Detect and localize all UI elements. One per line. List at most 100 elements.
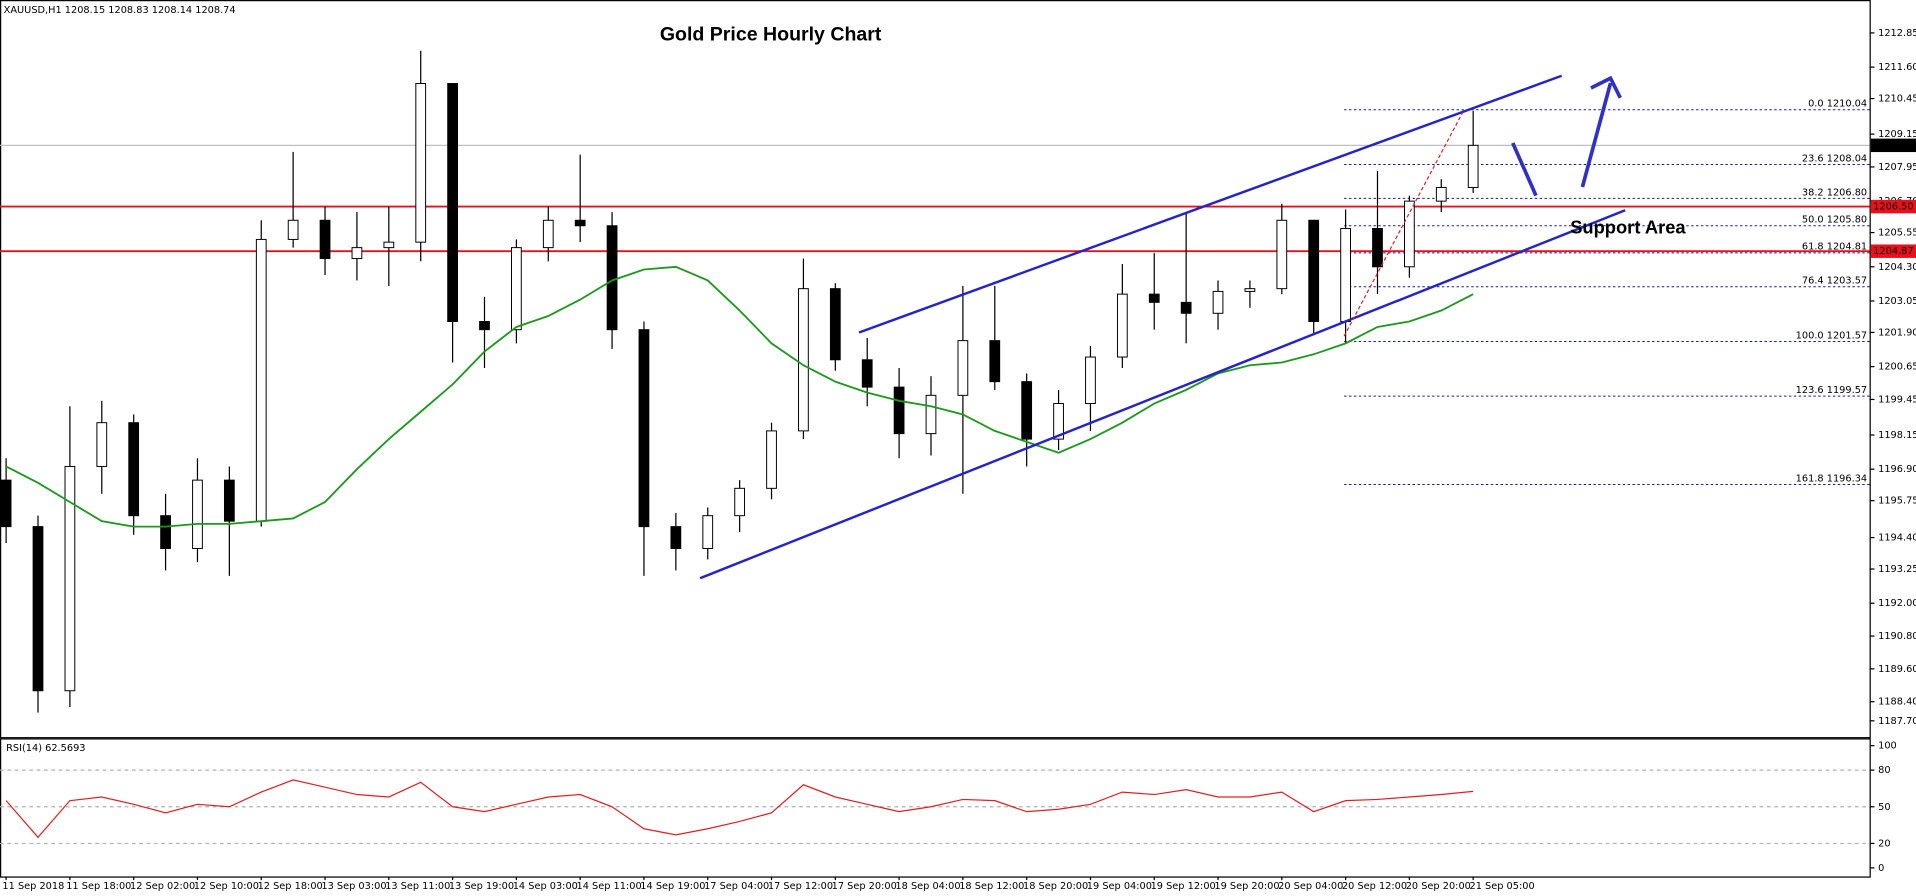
x-tick-label: 18 Sep 12:00 [959,881,1024,892]
support-label: 1206.50 [1873,202,1913,213]
current-price-tag [1870,138,1916,153]
support-tag [1870,199,1916,214]
y-tick-label: 1203.05 [1878,296,1916,307]
candle-body [1340,227,1351,322]
candle-body [1435,186,1447,202]
channel-lower [699,209,1626,580]
rsi-line [5,779,1474,839]
candle-body [383,241,395,249]
fib-label: 38.2 1206.80 [1802,187,1867,198]
x-tick-label: 14 Sep 03:00 [513,881,578,892]
candle-body [893,386,905,435]
candle-body [606,225,618,331]
candle-body [1116,293,1128,358]
y-tick-label: 1198.15 [1878,430,1916,441]
candle-body [574,219,586,227]
x-tick-label: 13 Sep 11:00 [385,881,450,892]
fib-label: 100.0 1201.57 [1796,330,1867,341]
candle-body [989,340,1001,383]
candle-body [0,479,12,528]
candle-body [319,219,331,260]
x-tick-label: 19 Sep 12:00 [1151,881,1216,892]
candle-body [1021,381,1033,440]
y-tick-label: 1199.45 [1878,394,1916,405]
y-tick-label: 1207.95 [1878,162,1916,173]
candle-body [96,422,108,467]
candle-body [351,247,363,260]
x-tick-label: 18 Sep 04:00 [895,881,960,892]
x-tick-label: 17 Sep 12:00 [768,881,833,892]
fib-label: 0.0 1210.04 [1808,99,1867,110]
x-tick-label: 14 Sep 11:00 [577,881,642,892]
y-tick-label: 1194.40 [1878,533,1916,544]
rsi-title: RSI(14) 62.5693 [6,743,85,754]
x-tick-label: 12 Sep 10:00 [194,881,259,892]
up-arrow-head [1590,75,1622,99]
x-tick-label: 19 Sep 04:00 [1087,881,1152,892]
pullback-stroke [1511,142,1538,197]
candle-body [1372,227,1383,268]
rsi-tick-label: 50 [1878,802,1890,813]
candle-body [511,247,522,331]
candle-body [255,238,267,522]
y-tick-label: 1205.55 [1878,228,1916,239]
y-tick-label: 1204.30 [1878,262,1916,273]
rsi-tick-label: 20 [1878,838,1890,849]
candle-body [1244,288,1256,292]
y-tick-label: 1201.90 [1878,327,1916,338]
support-tag [1870,244,1916,258]
candle-body [415,83,427,243]
candle-body [766,430,777,489]
y-tick-label: 1189.60 [1878,664,1916,675]
candle-body [1148,293,1160,303]
chart-title: Gold Price Hourly Chart [660,24,882,46]
x-tick-label: 17 Sep 04:00 [704,881,769,892]
candle-body [829,288,841,361]
fib-trendline [1343,112,1464,337]
candle-body [32,526,44,692]
rsi-tick-label: 0 [1878,863,1884,874]
candle-body [702,515,714,549]
candle-body [1276,219,1288,290]
y-tick-label: 1196.90 [1878,464,1916,475]
fib-label: 123.6 1199.57 [1796,385,1867,396]
y-tick-label: 1188.40 [1878,697,1916,708]
price-panel-frame [0,0,1871,739]
candle-body [447,83,458,322]
y-tick-label: 1212.85 [1878,28,1916,39]
candle-body [287,219,299,240]
channel-upper [858,74,1563,334]
candle-body [734,487,746,517]
candle-body [1053,403,1064,440]
candle-body [192,479,203,549]
candle-body [1180,301,1192,314]
y-tick-label: 1211.60 [1878,62,1916,73]
candle-body [128,422,140,517]
x-tick-label: 11 Sep 2018 [2,881,64,892]
y-tick-label: 1187.70 [1878,716,1916,727]
x-tick-label: 12 Sep 18:00 [258,881,323,892]
candle-body [861,359,873,388]
x-tick-label: 14 Sep 19:00 [640,881,705,892]
y-tick-label: 1200.65 [1878,362,1916,373]
candle-body [479,320,490,331]
candle-body [670,526,682,549]
candle-body [223,479,235,522]
fib-label: 50.0 1205.80 [1802,215,1867,226]
rsi-panel-frame [0,738,1871,878]
x-tick-label: 12 Sep 02:00 [130,881,195,892]
candle-body [1308,219,1320,322]
up-arrow-shaft [1580,82,1613,188]
candle-body [1467,144,1479,188]
rsi-tick-label: 80 [1878,765,1890,776]
x-tick-label: 19 Sep 20:00 [1214,881,1279,892]
y-tick-label: 1195.75 [1878,496,1916,507]
x-tick-label: 20 Sep 12:00 [1342,881,1407,892]
x-tick-label: 20 Sep 04:00 [1278,881,1343,892]
labels: 1212.85 1211.60 1210.45 1209.15 1207.95 1206.… [2,28,1916,892]
current-price-label: 1208.74 [1873,140,1913,151]
candle-body [1212,290,1224,314]
candle-body [798,288,809,432]
